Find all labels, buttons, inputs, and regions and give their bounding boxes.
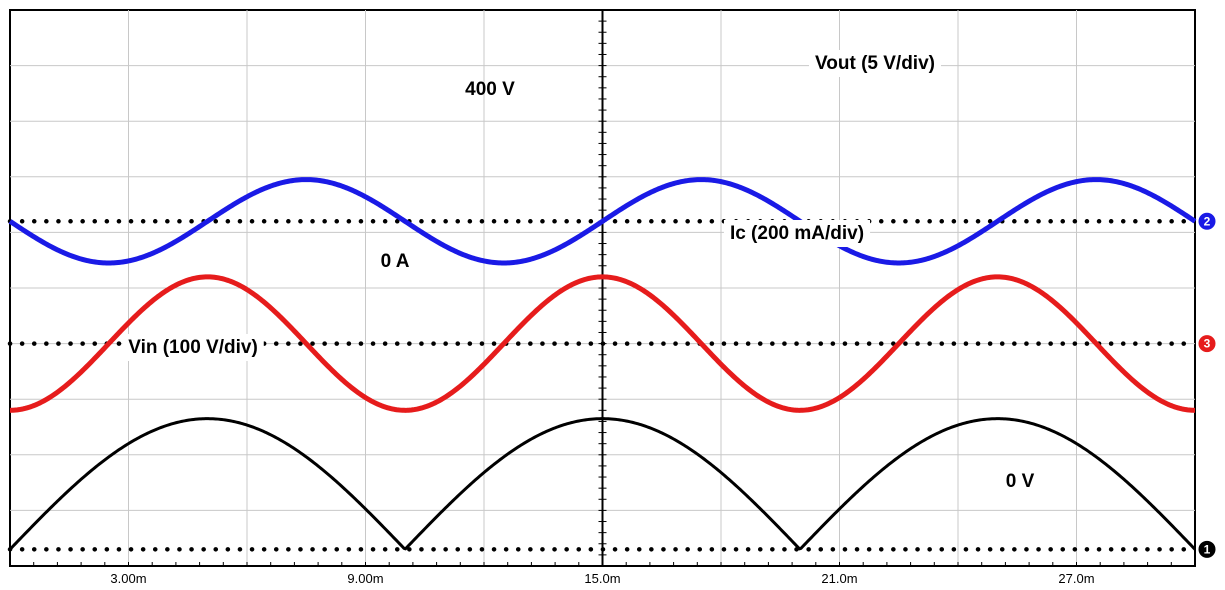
vout-label: Vout (5 V/div) — [809, 50, 941, 77]
scope-grid — [9, 9, 1196, 567]
svg-text:Vin (100 V/div): Vin (100 V/div) — [128, 337, 258, 358]
ic-channel-number: 3 — [1204, 337, 1211, 351]
x-tick-label: 27.0m — [1058, 571, 1094, 586]
vin-channel-marker — [1197, 539, 1217, 559]
trace-annotations: Vout (5 V/div) Ic (200 mA/div) Vin (100 V/… — [122, 50, 1035, 492]
vin-trace — [8, 417, 1197, 551]
x-tick-label: 15.0m — [584, 571, 620, 586]
channel-markers: 2 3 1 — [1197, 211, 1217, 559]
ic-reference-value: 0 A — [381, 251, 410, 272]
x-axis-ticks: 3.00m 9.00m 15.0m 21.0m 27.0m — [110, 571, 1094, 586]
vin-label: Vin (100 V/div) — [122, 334, 264, 361]
vout-reference-value: 400 V — [465, 79, 515, 100]
ic-label: Ic (200 mA/div) — [723, 220, 871, 247]
vin-channel-number: 1 — [1204, 542, 1211, 556]
ic-channel-marker — [1197, 334, 1217, 354]
x-tick-label: 9.00m — [347, 571, 383, 586]
svg-text:Ic (200 mA/div): Ic (200 mA/div) — [730, 223, 864, 244]
x-tick-label: 3.00m — [110, 571, 146, 586]
x-tick-label: 21.0m — [821, 571, 857, 586]
svg-text:Vout (5 V/div): Vout (5 V/div) — [815, 53, 935, 74]
vout-channel-number: 2 — [1204, 214, 1211, 228]
ic-trace — [8, 274, 1197, 413]
vin-reference-value: 0 V — [1006, 471, 1035, 492]
waveform-traces — [8, 177, 1197, 551]
vout-channel-marker — [1197, 211, 1217, 231]
vout-trace — [8, 177, 1197, 266]
